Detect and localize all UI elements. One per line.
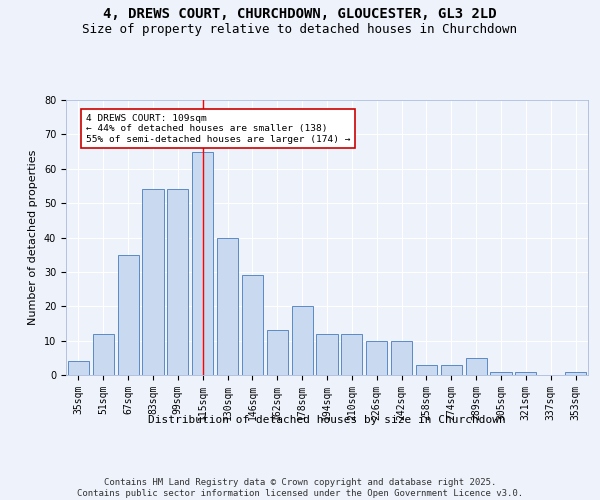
Bar [68,361,89,375]
Bar [118,254,139,375]
Text: 4, DREWS COURT, CHURCHDOWN, GLOUCESTER, GL3 2LD: 4, DREWS COURT, CHURCHDOWN, GLOUCESTER, … [103,8,497,22]
Bar [142,190,164,375]
Bar [267,330,288,375]
Bar [292,306,313,375]
Text: Contains HM Land Registry data © Crown copyright and database right 2025.
Contai: Contains HM Land Registry data © Crown c… [77,478,523,498]
Text: 4 DREWS COURT: 109sqm
← 44% of detached houses are smaller (138)
55% of semi-det: 4 DREWS COURT: 109sqm ← 44% of detached … [86,114,350,144]
Bar [490,372,512,375]
Bar [341,334,362,375]
Text: Size of property relative to detached houses in Churchdown: Size of property relative to detached ho… [83,22,517,36]
Bar [167,190,188,375]
Bar [441,364,462,375]
Bar [416,364,437,375]
Bar [466,358,487,375]
Bar [515,372,536,375]
Bar [93,334,114,375]
Bar [391,340,412,375]
Text: Distribution of detached houses by size in Churchdown: Distribution of detached houses by size … [148,415,506,425]
Bar [217,238,238,375]
Bar [242,276,263,375]
Y-axis label: Number of detached properties: Number of detached properties [28,150,38,325]
Bar [316,334,338,375]
Bar [565,372,586,375]
Bar [366,340,387,375]
Bar [192,152,213,375]
